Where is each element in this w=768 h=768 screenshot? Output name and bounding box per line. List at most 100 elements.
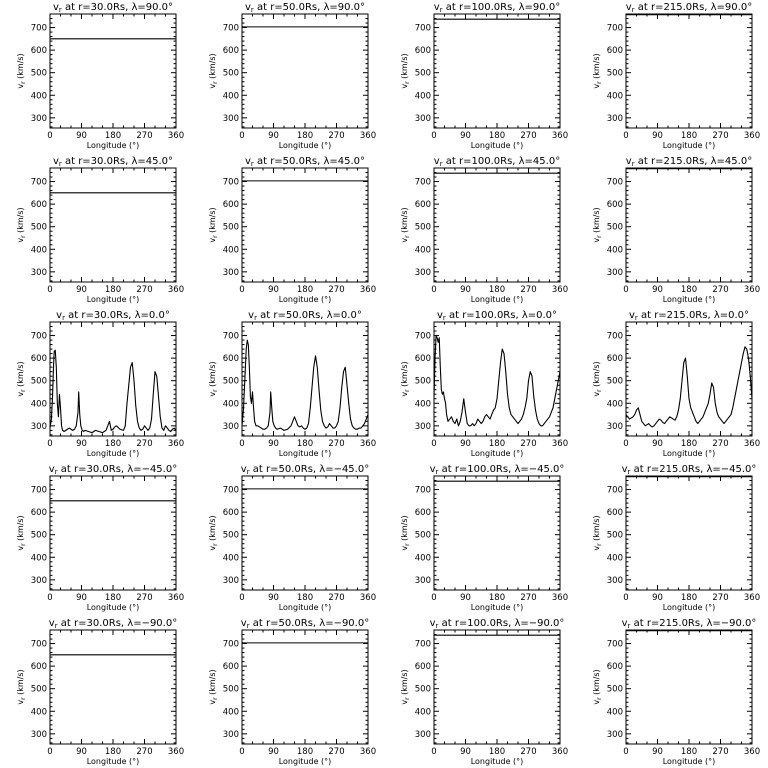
panel-title: vr at r=100.0Rs, λ=90.0° (434, 2, 560, 14)
x-tick-label: 0 (623, 593, 628, 603)
y-axis-label: vr (km/s) (16, 361, 27, 396)
y-tick-label: 500 (223, 531, 239, 541)
x-tick-label: 180 (681, 747, 697, 757)
x-axis-label: Longitude (°) (471, 449, 524, 458)
y-tick-label: 600 (415, 662, 431, 672)
y-axis-label: vr (km/s) (208, 53, 219, 88)
x-tick-label: 90 (76, 285, 87, 295)
x-tick-label: 270 (520, 439, 536, 449)
y-axis-label: vr (km/s) (592, 207, 603, 242)
x-axis-label: Longitude (°) (471, 603, 524, 612)
x-tick-label: 180 (105, 747, 121, 757)
x-tick-label: 180 (297, 439, 313, 449)
x-tick-label: 360 (360, 593, 376, 603)
y-tick-label: 500 (607, 69, 623, 79)
plot-frame (625, 629, 753, 745)
y-tick-label: 600 (415, 508, 431, 518)
panel-title: vr at r=100.0Rs, λ=−90.0° (430, 618, 565, 630)
y-tick-label: 400 (31, 245, 47, 255)
y-tick-label: 300 (607, 576, 623, 586)
y-tick-label: 700 (415, 178, 431, 188)
x-tick-label: 180 (297, 285, 313, 295)
plot-frame (49, 167, 177, 283)
y-tick-label: 600 (31, 508, 47, 518)
y-tick-label: 600 (607, 200, 623, 210)
x-tick-label: 270 (520, 747, 536, 757)
y-tick-label: 400 (607, 399, 623, 409)
x-tick-label: 360 (744, 285, 760, 295)
x-tick-label: 0 (239, 285, 244, 295)
x-tick-label: 0 (239, 131, 244, 141)
panel: vr at r=50.0Rs, λ=−90.0° 0 90 180 270 360 300 4… (208, 618, 376, 766)
x-tick-label: 90 (268, 131, 279, 141)
panel-title: vr at r=100.0Rs, λ=0.0° (437, 310, 557, 322)
x-axis-label: Longitude (°) (279, 757, 332, 766)
y-tick-label: 600 (31, 662, 47, 672)
x-axis-label: Longitude (°) (87, 449, 140, 458)
y-axis-label: vr (km/s) (16, 53, 27, 88)
panel-title: vr at r=50.0Rs, λ=−45.0° (241, 464, 369, 476)
x-tick-label: 270 (136, 285, 152, 295)
y-tick-label: 500 (223, 377, 239, 387)
x-tick-label: 0 (239, 593, 244, 603)
plot-frame (625, 13, 753, 129)
y-axis-label: vr (km/s) (592, 669, 603, 704)
y-tick-label: 700 (607, 486, 623, 496)
y-tick-label: 500 (607, 377, 623, 387)
y-tick-label: 700 (415, 24, 431, 34)
x-tick-label: 270 (712, 439, 728, 449)
x-tick-label: 0 (431, 131, 436, 141)
panel: vr at r=30.0Rs, λ=0.0° 0 90 180 270 360 300 400… (16, 310, 184, 458)
x-tick-label: 90 (76, 593, 87, 603)
y-tick-label: 300 (415, 268, 431, 278)
x-tick-label: 360 (360, 131, 376, 141)
x-tick-label: 360 (744, 439, 760, 449)
y-tick-label: 500 (415, 377, 431, 387)
x-axis-label: Longitude (°) (471, 295, 524, 304)
x-axis-label: Longitude (°) (471, 141, 524, 150)
x-axis-label: Longitude (°) (279, 603, 332, 612)
y-tick-label: 600 (607, 662, 623, 672)
x-tick-label: 180 (489, 593, 505, 603)
x-tick-label: 0 (239, 747, 244, 757)
x-tick-label: 0 (623, 131, 628, 141)
x-tick-label: 270 (712, 131, 728, 141)
x-tick-label: 270 (328, 439, 344, 449)
y-tick-label: 400 (607, 553, 623, 563)
x-axis-label: Longitude (°) (663, 757, 716, 766)
panel: vr at r=50.0Rs, λ=0.0° 0 90 180 270 360 300 400… (208, 310, 376, 458)
x-axis-label: Longitude (°) (279, 295, 332, 304)
y-axis-label: vr (km/s) (592, 361, 603, 396)
y-tick-label: 700 (223, 640, 239, 650)
y-tick-label: 500 (31, 685, 47, 695)
x-tick-label: 360 (360, 439, 376, 449)
y-tick-label: 700 (223, 24, 239, 34)
x-tick-label: 270 (520, 593, 536, 603)
y-tick-label: 700 (607, 24, 623, 34)
y-tick-label: 700 (415, 332, 431, 342)
y-tick-label: 400 (223, 553, 239, 563)
panel-title: vr at r=215.0Rs, λ=90.0° (626, 2, 752, 14)
y-tick-label: 300 (607, 268, 623, 278)
y-tick-label: 600 (223, 200, 239, 210)
y-tick-label: 700 (607, 332, 623, 342)
y-tick-label: 700 (31, 640, 47, 650)
panel-title: vr at r=30.0Rs, λ=45.0° (53, 156, 173, 168)
x-tick-label: 180 (105, 131, 121, 141)
y-tick-label: 500 (607, 685, 623, 695)
x-tick-label: 0 (623, 285, 628, 295)
x-tick-label: 180 (681, 439, 697, 449)
x-tick-label: 180 (681, 285, 697, 295)
plot-frame (241, 167, 369, 283)
y-tick-label: 700 (223, 178, 239, 188)
y-axis-label: vr (km/s) (208, 361, 219, 396)
x-tick-label: 90 (268, 747, 279, 757)
x-tick-label: 360 (360, 747, 376, 757)
x-tick-label: 90 (652, 747, 663, 757)
x-axis-label: Longitude (°) (663, 295, 716, 304)
plot-frame (433, 475, 561, 591)
y-tick-label: 400 (415, 245, 431, 255)
y-tick-label: 500 (223, 69, 239, 79)
panel: vr at r=215.0Rs, λ=0.0° 0 90 180 270 360 300 40… (592, 310, 760, 458)
